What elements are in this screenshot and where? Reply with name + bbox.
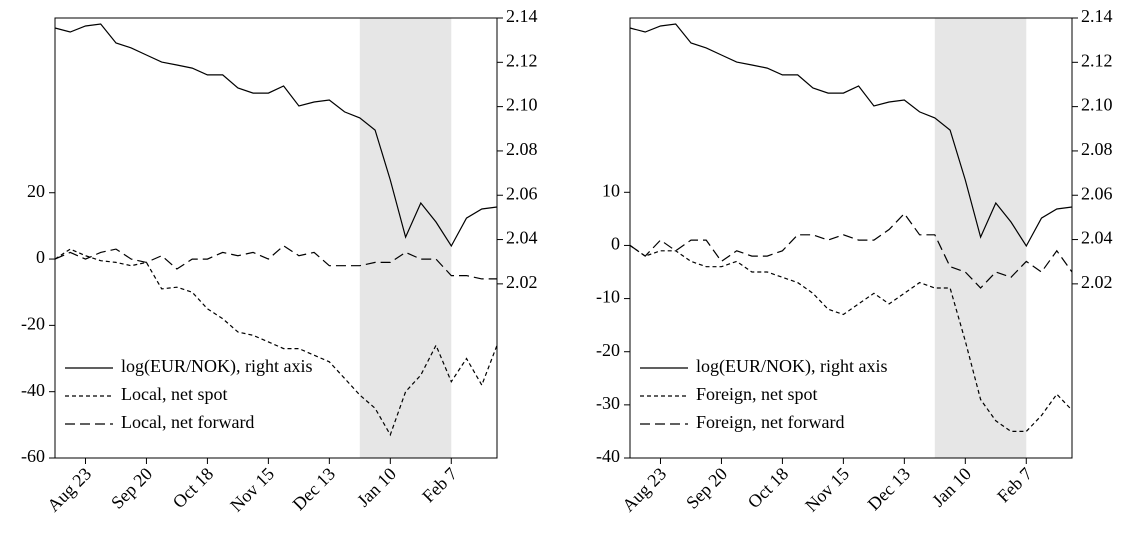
y-tick-label: -20	[21, 313, 45, 333]
x-tick-label: Feb 7	[993, 464, 1036, 507]
x-tick-label: Aug 23	[43, 464, 95, 516]
y2-tick-label: 2.04	[506, 228, 538, 248]
y-tick-label: -20	[596, 340, 620, 360]
y2-tick-label: 2.14	[506, 6, 538, 26]
plot-frame	[54, 17, 498, 459]
y-tick-label: -30	[596, 393, 620, 413]
y-tick-label: 0	[611, 234, 620, 254]
legend-label: Local, net spot	[121, 384, 227, 404]
y2-tick-label: 2.08	[506, 139, 538, 159]
y-tick-label: 10	[602, 180, 620, 200]
x-tick-label: Jan 10	[353, 464, 400, 511]
legend-label: Local, net forward	[121, 412, 254, 432]
y-tick-label: -60	[21, 446, 45, 466]
y2-tick-label: 2.02	[506, 272, 538, 292]
y2-tick-label: 2.14	[1081, 6, 1113, 26]
legend-label: Foreign, net forward	[696, 412, 844, 432]
plot-frame	[629, 17, 1073, 459]
x-tick-label: Sep 20	[107, 464, 156, 513]
y2-tick-label: 2.12	[506, 50, 538, 70]
legend-label: log(EUR/NOK), right axis	[121, 356, 312, 377]
y2-tick-label: 2.08	[1081, 139, 1113, 159]
series-line	[629, 23, 1073, 248]
x-tick-label: Feb 7	[418, 464, 461, 507]
y-tick-label: -40	[596, 446, 620, 466]
y2-tick-label: 2.02	[1081, 272, 1113, 292]
x-tick-label: Aug 23	[618, 464, 670, 516]
y-tick-label: -10	[596, 287, 620, 307]
series-line	[629, 244, 1073, 432]
y2-tick-label: 2.10	[506, 95, 538, 115]
series-line	[54, 245, 497, 280]
series-line	[54, 248, 498, 437]
y-tick-label: 20	[27, 181, 45, 201]
x-tick-label: Sep 20	[682, 464, 731, 513]
y2-tick-label: 2.06	[506, 183, 538, 203]
x-tick-label: Oct 18	[744, 464, 792, 512]
y2-tick-label: 2.10	[1081, 95, 1113, 115]
x-tick-label: Nov 15	[226, 464, 278, 516]
x-tick-label: Jan 10	[928, 464, 975, 511]
y-tick-label: 0	[36, 247, 45, 267]
x-tick-label: Oct 18	[169, 464, 217, 512]
x-tick-label: Nov 15	[801, 464, 853, 516]
x-tick-label: Dec 13	[289, 464, 340, 515]
panel: -60 -40 -20 0 20 2.02 2.04 2.06 2.08 2.10 2.12 2.14…	[21, 6, 538, 515]
legend-label: Foreign, net spot	[696, 384, 818, 404]
y-tick-label: -40	[21, 380, 45, 400]
y2-tick-label: 2.12	[1081, 50, 1113, 70]
series-line	[54, 23, 498, 248]
series-line	[629, 212, 1073, 289]
x-tick-label: Dec 13	[864, 464, 915, 515]
panel: -40 -30 -20 -10 0 10 2.02 2.04 2.06 2.08 2.10 2.12 2…	[596, 6, 1113, 515]
legend-label: log(EUR/NOK), right axis	[696, 356, 887, 377]
y2-tick-label: 2.04	[1081, 228, 1113, 248]
y2-tick-label: 2.06	[1081, 183, 1113, 203]
